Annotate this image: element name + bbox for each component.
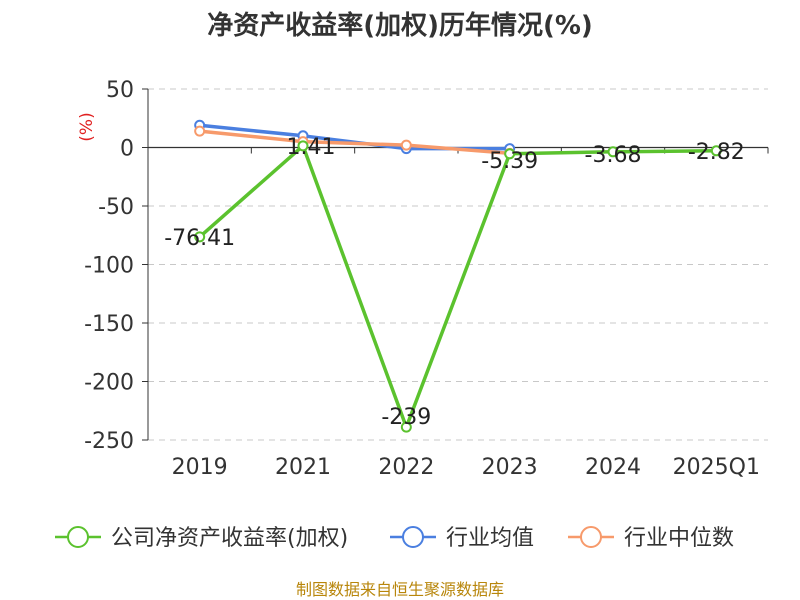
x-tick-label: 2022	[378, 455, 434, 480]
source-caption: 制图数据来自恒生聚源数据库	[296, 580, 504, 599]
legend-label: 公司净资产收益率(加权)	[111, 526, 348, 551]
data-labels: -76.41 1.41 -239 -5.39 -3.68 -2.82	[164, 135, 745, 430]
legend-marker	[580, 526, 602, 548]
y-axis-label: (%)	[77, 112, 97, 141]
legend-marker	[402, 526, 424, 548]
y-tick-label: -250	[84, 429, 134, 454]
series-line	[197, 144, 719, 429]
y-tick-label: -150	[84, 312, 134, 337]
gridlines	[148, 88, 768, 441]
data-label: -239	[381, 405, 431, 430]
y-tick-label: -50	[98, 195, 134, 220]
legend-label: 行业均值	[446, 526, 534, 551]
x-tick-label: 2023	[482, 455, 538, 480]
legend: 公司净资产收益率(加权) 行业均值 行业中位数	[55, 526, 734, 551]
series-point	[400, 139, 412, 151]
data-label: -76.41	[164, 226, 235, 251]
x-tick-label: 2021	[275, 455, 331, 480]
series-point	[194, 231, 206, 243]
y-tick-label: 0	[120, 137, 134, 162]
legend-item: 公司净资产收益率(加权)	[55, 526, 348, 551]
y-tick-label: -200	[84, 371, 134, 396]
x-tick-label: 2025Q1	[673, 455, 760, 480]
y-tick-label: -100	[84, 254, 134, 279]
y-tick-label: 50	[106, 78, 134, 103]
series-point	[400, 421, 412, 433]
legend-item: 行业中位数	[568, 526, 734, 551]
chart-title: 净资产收益率(加权)历年情况(%)	[207, 10, 593, 41]
series-point	[194, 125, 206, 137]
legend-marker	[67, 526, 89, 548]
series-point	[710, 145, 722, 157]
data-label: -2.82	[688, 140, 745, 165]
x-tick-label: 2024	[585, 455, 641, 480]
series-layer	[194, 119, 722, 433]
series-line	[197, 129, 512, 156]
x-tick-label: 2019	[172, 455, 228, 480]
series-point	[504, 148, 516, 160]
series-point	[607, 146, 619, 158]
data-label: -3.68	[585, 143, 642, 168]
axes: 50 0 -50 -100 -150 -200 -250 2019 2021 2022 2023 20…	[84, 78, 769, 480]
series-point	[297, 140, 309, 152]
legend-label: 行业中位数	[624, 526, 734, 551]
data-label: -5.39	[481, 149, 538, 174]
data-label: 1.41	[287, 135, 336, 160]
legend-item: 行业均值	[390, 526, 534, 551]
